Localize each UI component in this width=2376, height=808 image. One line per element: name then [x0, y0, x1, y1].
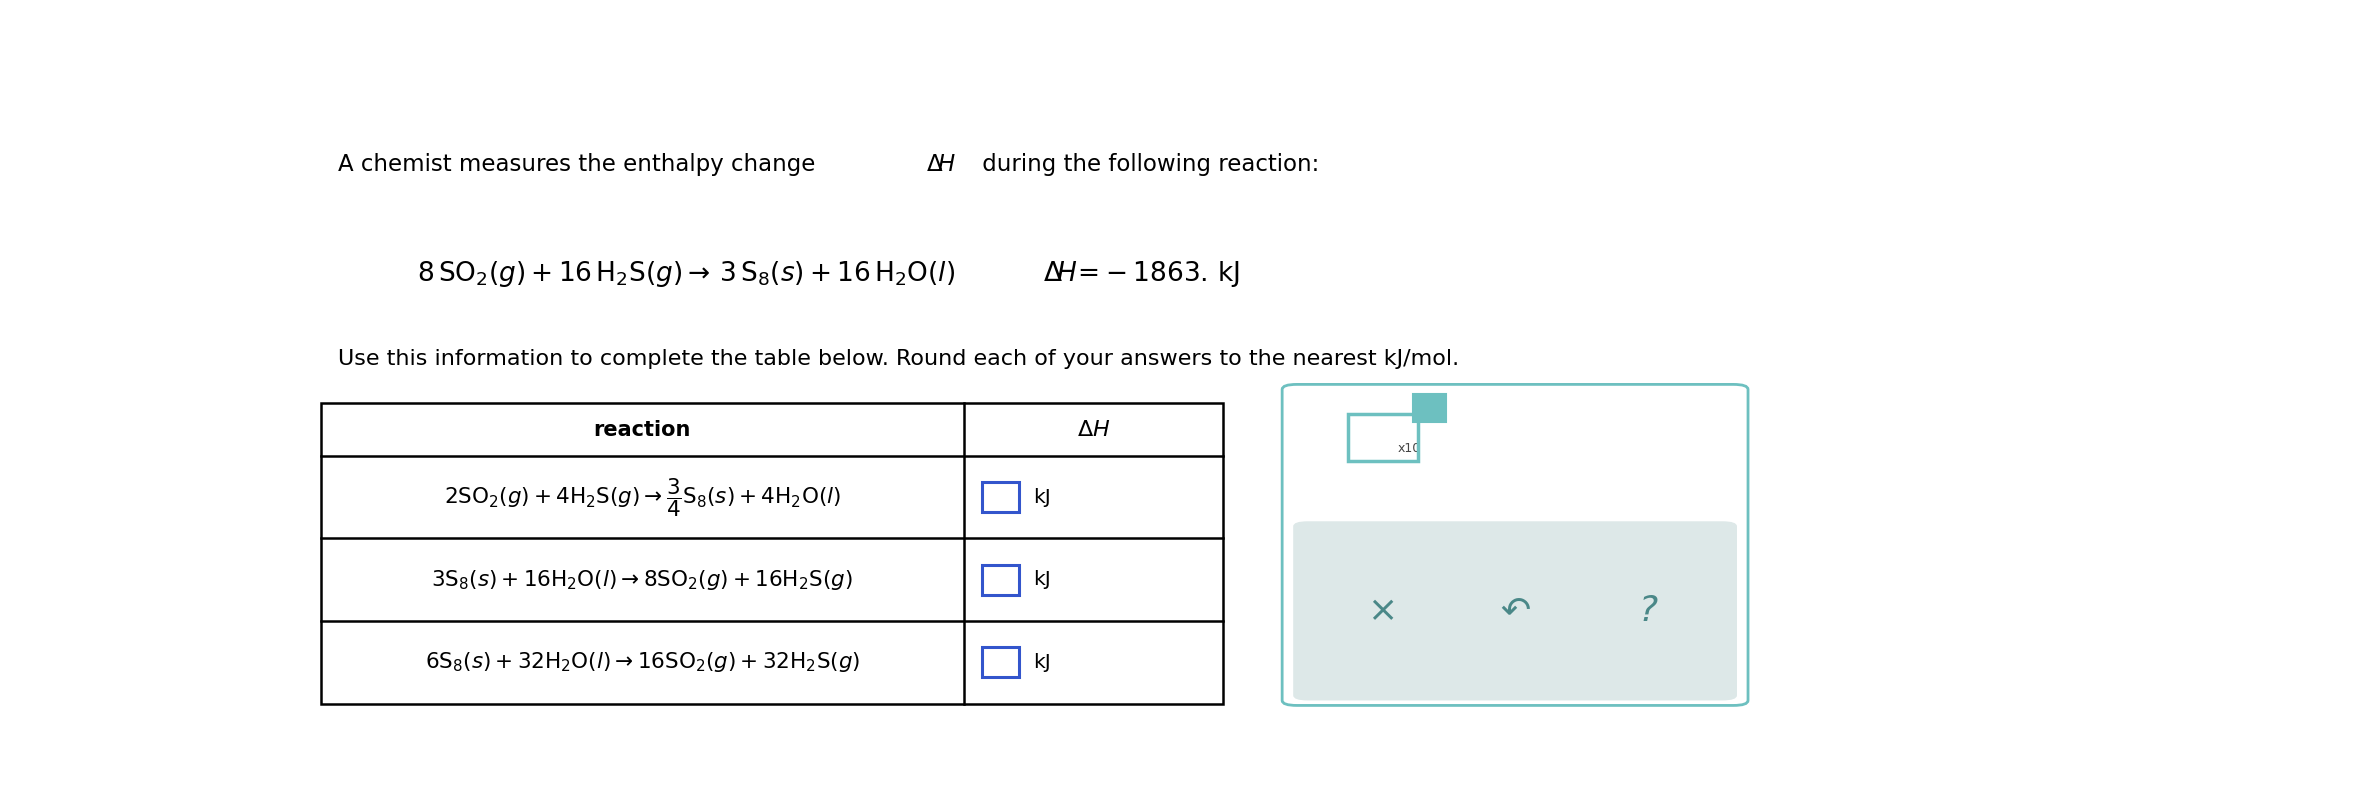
Bar: [321, 403, 1224, 704]
Bar: [1350, 415, 1418, 461]
Text: kJ: kJ: [1034, 570, 1050, 589]
Text: $\Delta\!H\!=\!-1863.\,\mathrm{kJ}$: $\Delta\!H\!=\!-1863.\,\mathrm{kJ}$: [1043, 259, 1240, 288]
Text: kJ: kJ: [1034, 488, 1050, 507]
FancyBboxPatch shape: [1283, 385, 1749, 705]
Text: ?: ?: [1637, 594, 1656, 628]
Bar: [981, 565, 1019, 595]
Text: A chemist measures the enthalpy change: A chemist measures the enthalpy change: [337, 153, 822, 176]
Text: reaction: reaction: [594, 419, 691, 440]
Text: kJ: kJ: [1034, 653, 1050, 671]
Bar: [981, 482, 1019, 512]
Text: ×: ×: [1366, 594, 1397, 628]
Text: $8\,\mathrm{SO_2}(\mathit{g}) + 16\,\mathrm{H_2S}(\mathit{g}){\rightarrow}\,3\,\: $8\,\mathrm{SO_2}(\mathit{g}) + 16\,\mat…: [416, 259, 955, 288]
Text: ↶: ↶: [1499, 594, 1530, 628]
Text: during the following reaction:: during the following reaction:: [974, 153, 1319, 176]
Text: Use this information to complete the table below. Round each of your answers to : Use this information to complete the tab…: [337, 349, 1459, 369]
Text: $6\mathrm{S_8}(\mathit{s}) + 32\mathrm{H_2O}(\mathit{l}) \rightarrow 16\mathrm{S: $6\mathrm{S_8}(\mathit{s}) + 32\mathrm{H…: [425, 650, 860, 675]
Text: $3\mathrm{S_8}(\mathit{s}) + 16\mathrm{H_2O}(\mathit{l}) \rightarrow 8\mathrm{SO: $3\mathrm{S_8}(\mathit{s}) + 16\mathrm{H…: [432, 568, 853, 591]
Bar: [1414, 393, 1447, 422]
FancyBboxPatch shape: [1293, 521, 1737, 701]
Bar: [981, 647, 1019, 677]
Text: $\Delta\!H$: $\Delta\!H$: [927, 153, 958, 176]
Text: x10: x10: [1397, 442, 1421, 455]
Text: $\Delta H$: $\Delta H$: [1076, 419, 1110, 440]
Text: $2\mathrm{SO_2}(\mathit{g}) + 4\mathrm{H_2S}(\mathit{g}) \rightarrow \dfrac{3}{4: $2\mathrm{SO_2}(\mathit{g}) + 4\mathrm{H…: [444, 476, 841, 519]
